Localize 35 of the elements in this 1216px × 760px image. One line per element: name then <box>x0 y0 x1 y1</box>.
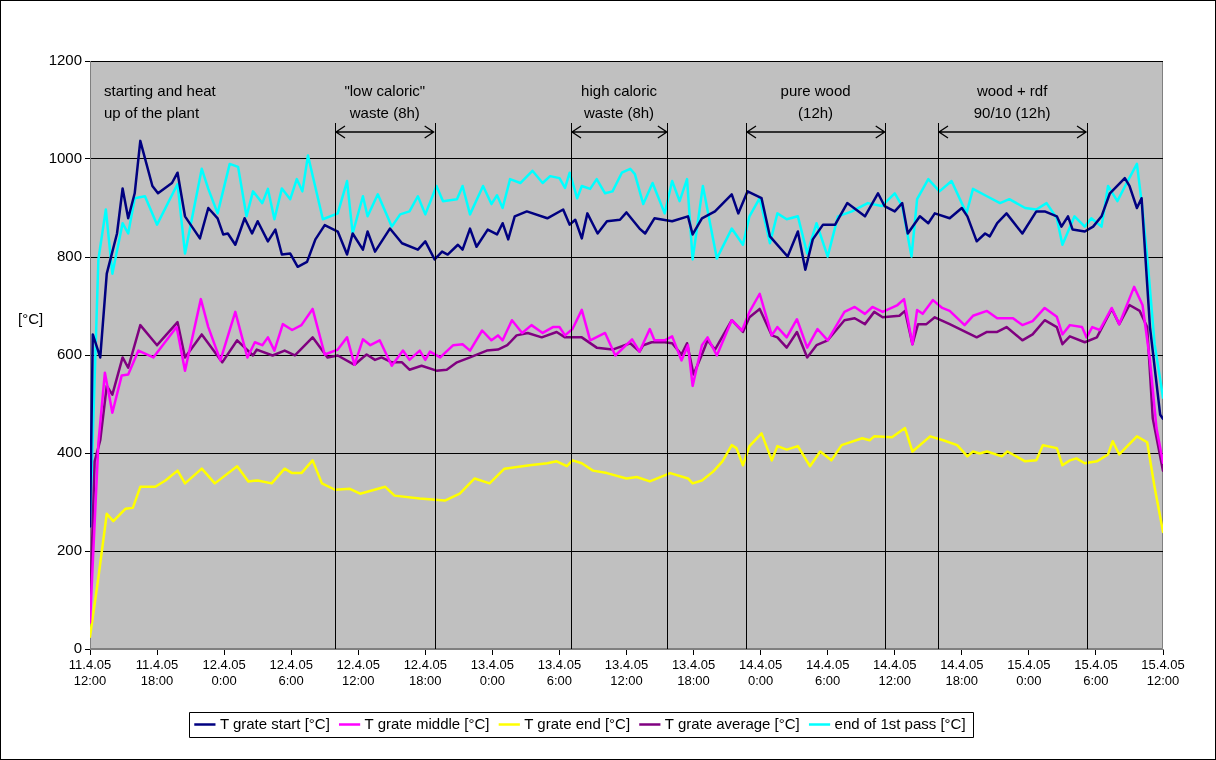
x-tick-label: 14.4.05 0:00 <box>738 657 783 688</box>
y-tick-label: 400 <box>56 443 82 461</box>
annotation: high caloric waste (8h) <box>581 82 658 121</box>
legend-label: T grate end [°C] <box>524 714 631 732</box>
legend-label: end of 1st pass [°C] <box>834 714 966 732</box>
x-tick-label: 15.4.05 0:00 <box>1007 657 1051 688</box>
x-tick-label: 15.4.05 12:00 <box>1141 657 1185 688</box>
x-tick-label: 13.4.05 0:00 <box>470 657 515 688</box>
y-axis-title: [°C] <box>18 309 44 327</box>
y-tick-label: 1200 <box>48 51 82 69</box>
annotation: "low caloric" waste (8h) <box>344 82 426 121</box>
y-tick-label: 200 <box>56 541 82 559</box>
legend-label: T grate middle [°C] <box>364 714 490 732</box>
y-tick-label: 600 <box>56 345 82 363</box>
annotation: starting and heat up of the plant <box>104 82 217 121</box>
x-tick-label: 15.4.05 6:00 <box>1074 657 1118 688</box>
x-tick-label: 14.4.05 18:00 <box>940 657 984 688</box>
legend-label: T grate average [°C] <box>664 714 800 732</box>
x-tick-label: 11.4.05 18:00 <box>135 657 179 688</box>
legend-label: T grate start [°C] <box>219 714 330 732</box>
x-tick-label: 14.4.05 12:00 <box>873 657 917 688</box>
x-tick-label: 11.4.05 12:00 <box>68 657 112 688</box>
y-tick-label: 800 <box>56 247 82 265</box>
x-tick-label: 13.4.05 12:00 <box>604 657 649 688</box>
x-tick-label: 12.4.05 6:00 <box>269 657 313 688</box>
y-tick-label: 1000 <box>48 149 82 167</box>
annotation: wood + rdf 90/10 (12h) <box>973 82 1051 121</box>
x-tick-label: 14.4.05 6:00 <box>806 657 850 688</box>
x-tick-label: 13.4.05 6:00 <box>537 657 582 688</box>
x-tick-label: 13.4.05 18:00 <box>671 657 716 688</box>
x-tick-label: 12.4.05 18:00 <box>403 657 447 688</box>
x-tick-label: 12.4.05 0:00 <box>202 657 246 688</box>
annotation: pure wood (12h) <box>780 82 851 121</box>
y-tick-label: 0 <box>73 639 82 657</box>
x-tick-label: 12.4.05 12:00 <box>336 657 380 688</box>
